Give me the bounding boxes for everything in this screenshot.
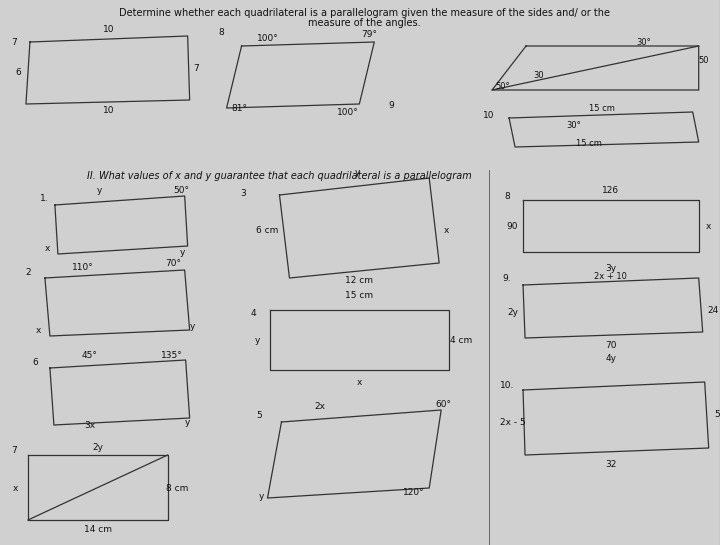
Text: 30°: 30° xyxy=(636,38,651,46)
Text: 6: 6 xyxy=(15,68,21,76)
Text: 60°: 60° xyxy=(435,399,451,409)
Text: 135°: 135° xyxy=(161,350,183,360)
Text: 6: 6 xyxy=(32,358,38,366)
Text: 14 cm: 14 cm xyxy=(84,525,112,535)
Text: 7: 7 xyxy=(11,38,17,46)
Text: y: y xyxy=(258,492,264,500)
Text: 3x: 3x xyxy=(84,421,95,429)
Text: 5: 5 xyxy=(714,409,719,419)
Text: 7: 7 xyxy=(193,64,199,72)
Text: 3y: 3y xyxy=(606,263,616,272)
Text: 15 cm: 15 cm xyxy=(346,290,374,300)
Text: 50°: 50° xyxy=(174,185,189,195)
Text: 2: 2 xyxy=(25,268,31,276)
Text: x: x xyxy=(45,244,50,252)
Text: 24: 24 xyxy=(707,306,719,314)
Text: 100°: 100° xyxy=(256,33,279,43)
Text: 4y: 4y xyxy=(606,354,616,362)
Text: x: x xyxy=(444,226,449,234)
Text: y: y xyxy=(190,322,195,330)
Text: 120°: 120° xyxy=(403,487,425,496)
Text: 8: 8 xyxy=(219,27,225,37)
Text: y: y xyxy=(185,417,190,427)
Text: 5: 5 xyxy=(256,410,262,420)
Text: 12 cm: 12 cm xyxy=(346,276,374,284)
Text: y: y xyxy=(255,336,260,344)
Text: 10: 10 xyxy=(103,25,114,33)
Text: 2y: 2y xyxy=(92,443,103,451)
Text: x: x xyxy=(12,483,18,493)
Text: y: y xyxy=(97,185,102,195)
Text: 90: 90 xyxy=(506,221,518,231)
Text: x: x xyxy=(706,221,711,231)
Text: II. What values of x and y guarantee that each quadrilateral is a parallelogram: II. What values of x and y guarantee tha… xyxy=(87,171,472,181)
Text: 2y: 2y xyxy=(508,307,518,317)
Text: 126: 126 xyxy=(603,185,619,195)
Text: 45°: 45° xyxy=(82,350,98,360)
Text: 32: 32 xyxy=(606,459,616,469)
Text: 81°: 81° xyxy=(232,104,248,112)
Text: x: x xyxy=(35,325,40,335)
Text: 70: 70 xyxy=(605,341,616,349)
Text: 6 cm: 6 cm xyxy=(256,226,279,234)
Text: 9: 9 xyxy=(388,100,394,110)
Text: 1.: 1. xyxy=(40,193,48,203)
Text: 70°: 70° xyxy=(166,258,181,268)
Text: 2x + 10: 2x + 10 xyxy=(595,271,627,281)
Text: 15 cm: 15 cm xyxy=(576,138,602,148)
Text: 30°: 30° xyxy=(567,120,581,130)
Text: 10.: 10. xyxy=(500,380,514,390)
Text: y: y xyxy=(355,167,360,177)
Text: 10: 10 xyxy=(103,106,114,114)
Text: 30: 30 xyxy=(534,70,544,80)
Text: 9.: 9. xyxy=(503,274,511,282)
Text: 3: 3 xyxy=(240,189,246,197)
Text: 10: 10 xyxy=(483,111,495,119)
Text: 4: 4 xyxy=(251,308,256,318)
Text: 4 cm: 4 cm xyxy=(450,336,472,344)
Text: 15 cm: 15 cm xyxy=(589,104,615,112)
Text: 8 cm: 8 cm xyxy=(166,483,189,493)
Text: 7: 7 xyxy=(11,445,17,455)
Text: 50°: 50° xyxy=(496,82,510,90)
Text: 2x: 2x xyxy=(314,402,325,410)
Text: 50: 50 xyxy=(698,56,709,64)
Text: measure of the angles.: measure of the angles. xyxy=(308,18,420,28)
Text: 110°: 110° xyxy=(72,263,94,271)
Text: 100°: 100° xyxy=(336,107,359,117)
Text: 79°: 79° xyxy=(361,29,377,39)
Text: y: y xyxy=(180,247,185,257)
Text: Determine whether each quadrilateral is a parallelogram given the measure of the: Determine whether each quadrilateral is … xyxy=(119,8,610,18)
Text: x: x xyxy=(356,378,362,386)
Text: 2x - 5: 2x - 5 xyxy=(500,417,526,427)
Text: 8: 8 xyxy=(504,191,510,201)
